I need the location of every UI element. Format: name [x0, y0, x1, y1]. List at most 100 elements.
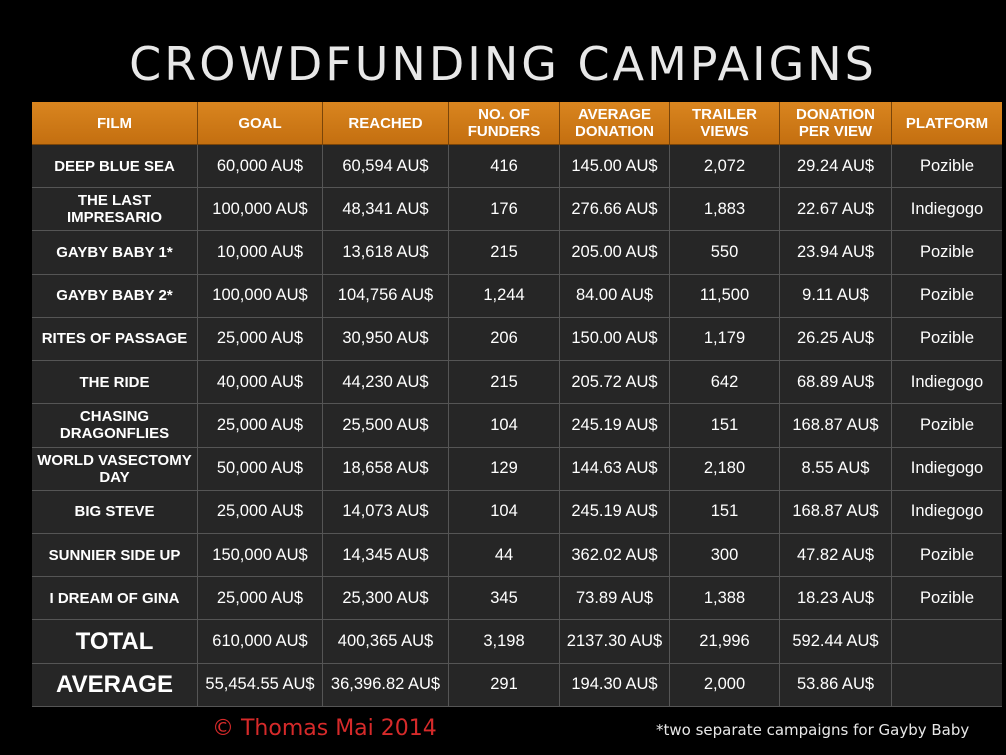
column-header: AVERAGE DONATION: [560, 102, 670, 145]
row-label-cell: THE LAST IMPRESARIO: [32, 188, 198, 232]
table-cell: 215: [449, 361, 560, 405]
table-cell: 168.87 AU$: [780, 404, 892, 448]
table-cell: 25,500 AU$: [323, 404, 449, 448]
table-cell: [892, 663, 1002, 707]
table-cell: 22.67 AU$: [780, 188, 892, 232]
table-cell: 13,618 AU$: [323, 231, 449, 275]
table-row: THE LAST IMPRESARIO 100,000 AU$ 48,341 AU$…: [32, 188, 1002, 232]
table-cell: 592.44 AU$: [780, 620, 892, 664]
table-cell: 104,756 AU$: [323, 274, 449, 318]
table-cell: 29.24 AU$: [780, 145, 892, 189]
table-cell: 8.55 AU$: [780, 447, 892, 491]
table-cell: 300: [670, 533, 780, 578]
table-cell: 245.19 AU$: [560, 404, 670, 448]
table-cell: 2,180: [670, 447, 780, 491]
footnote-text: *two separate campaigns for Gayby Baby: [656, 721, 970, 739]
table-cell: 104: [449, 490, 560, 534]
column-header: GOAL: [198, 102, 323, 145]
table-cell: Pozible: [892, 231, 1002, 275]
summary-row: TOTAL 610,000 AU$ 400,365 AU$ 3,198 2137.30 …: [32, 620, 1002, 664]
table-row: I DREAM OF GINA 25,000 AU$ 25,300 AU$ 345 73…: [32, 577, 1002, 621]
table-cell: 48,341 AU$: [323, 188, 449, 232]
table-cell: 26.25 AU$: [780, 317, 892, 362]
table-cell: 416: [449, 145, 560, 189]
table-cell: 176: [449, 188, 560, 232]
table-cell: 205.00 AU$: [560, 231, 670, 275]
table-cell: 14,073 AU$: [323, 490, 449, 534]
table-cell: Pozible: [892, 533, 1002, 578]
table-cell: 145.00 AU$: [560, 145, 670, 189]
table-cell: 150.00 AU$: [560, 317, 670, 362]
table-cell: 400,365 AU$: [323, 620, 449, 664]
column-header: NO. OF FUNDERS: [449, 102, 560, 145]
table-cell: 276.66 AU$: [560, 188, 670, 232]
table-cell: 168.87 AU$: [780, 490, 892, 534]
table-cell: 9.11 AU$: [780, 274, 892, 318]
table-cell: 44: [449, 533, 560, 578]
table-cell: 245.19 AU$: [560, 490, 670, 534]
table-cell: 1,244: [449, 274, 560, 318]
table-cell: 1,179: [670, 317, 780, 362]
table-cell: 60,594 AU$: [323, 145, 449, 189]
table-cell: Pozible: [892, 274, 1002, 318]
table-cell: 36,396.82 AU$: [323, 663, 449, 707]
table-cell: 550: [670, 231, 780, 275]
row-label-cell: THE RIDE: [32, 361, 198, 405]
column-header: DONATION PER VIEW: [780, 102, 892, 145]
table-row: BIG STEVE 25,000 AU$ 14,073 AU$ 104 245.19 A…: [32, 490, 1002, 534]
table-cell: 610,000 AU$: [198, 620, 323, 664]
campaigns-table: FILM GOAL REACHED NO. OF FUNDERS AVERAGE DON…: [32, 102, 1002, 707]
table-cell: 40,000 AU$: [198, 361, 323, 405]
table-cell: Indiegogo: [892, 361, 1002, 405]
table-cell: 144.63 AU$: [560, 447, 670, 491]
table-cell: 84.00 AU$: [560, 274, 670, 318]
row-label-cell: I DREAM OF GINA: [32, 577, 198, 621]
table-row: WORLD VASECTOMY DAY 50,000 AU$ 18,658 AU$ 1…: [32, 447, 1002, 491]
table-cell: 100,000 AU$: [198, 274, 323, 318]
table-header-row: FILM GOAL REACHED NO. OF FUNDERS AVERAGE DON…: [32, 102, 1002, 145]
copyright-text: © Thomas Mai 2014: [212, 716, 437, 741]
table-row: RITES OF PASSAGE 25,000 AU$ 30,950 AU$ 206 1…: [32, 317, 1002, 362]
table-row: GAYBY BABY 1* 10,000 AU$ 13,618 AU$ 215 205.…: [32, 231, 1002, 275]
table-cell: 25,000 AU$: [198, 317, 323, 362]
table-cell: 68.89 AU$: [780, 361, 892, 405]
table-cell: 205.72 AU$: [560, 361, 670, 405]
table-cell: 345: [449, 577, 560, 621]
table-cell: 25,000 AU$: [198, 577, 323, 621]
table-cell: 14,345 AU$: [323, 533, 449, 578]
table-cell: 2137.30 AU$: [560, 620, 670, 664]
summary-row: AVERAGE 55,454.55 AU$ 36,396.82 AU$ 291 194.…: [32, 663, 1002, 707]
column-header: FILM: [32, 102, 198, 145]
table-row: GAYBY BABY 2* 100,000 AU$ 104,756 AU$ 1,244…: [32, 274, 1002, 318]
table-cell: 73.89 AU$: [560, 577, 670, 621]
table-cell: 55,454.55 AU$: [198, 663, 323, 707]
table-cell: 362.02 AU$: [560, 533, 670, 578]
table-cell: [892, 620, 1002, 664]
table-cell: 642: [670, 361, 780, 405]
row-label-cell: SUNNIER SIDE UP: [32, 533, 198, 578]
column-header: PLATFORM: [892, 102, 1002, 145]
table-cell: 18,658 AU$: [323, 447, 449, 491]
table-cell: 21,996: [670, 620, 780, 664]
row-label-cell: AVERAGE: [32, 663, 198, 707]
table-row: SUNNIER SIDE UP 150,000 AU$ 14,345 AU$ 44 36…: [32, 533, 1002, 578]
table-cell: Pozible: [892, 404, 1002, 448]
table-cell: 18.23 AU$: [780, 577, 892, 621]
table-cell: Indiegogo: [892, 188, 1002, 232]
table-cell: 47.82 AU$: [780, 533, 892, 578]
table-cell: 25,000 AU$: [198, 490, 323, 534]
table-cell: 25,000 AU$: [198, 404, 323, 448]
table-cell: 100,000 AU$: [198, 188, 323, 232]
table-cell: 50,000 AU$: [198, 447, 323, 491]
column-header: REACHED: [323, 102, 449, 145]
table-cell: 129: [449, 447, 560, 491]
table-row: THE RIDE 40,000 AU$ 44,230 AU$ 215 205.72 AU…: [32, 361, 1002, 405]
table-cell: 30,950 AU$: [323, 317, 449, 362]
row-label-cell: WORLD VASECTOMY DAY: [32, 447, 198, 491]
table-cell: Indiegogo: [892, 490, 1002, 534]
table-cell: 1,883: [670, 188, 780, 232]
column-header: TRAILER VIEWS: [670, 102, 780, 145]
table-row: DEEP BLUE SEA 60,000 AU$ 60,594 AU$ 416 145.…: [32, 145, 1002, 189]
row-label-cell: GAYBY BABY 1*: [32, 231, 198, 275]
